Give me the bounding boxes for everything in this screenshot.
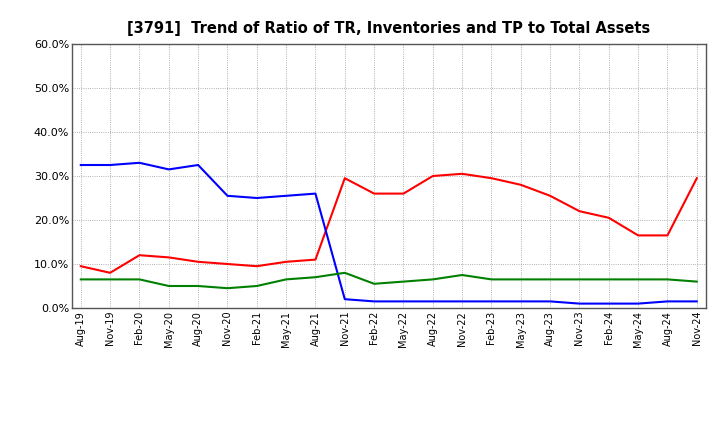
- Trade Payables: [311, 275, 320, 280]
- Trade Receivables: [135, 253, 144, 258]
- Inventories: [341, 297, 349, 302]
- Trade Receivables: [605, 215, 613, 220]
- Inventories: [399, 299, 408, 304]
- Inventories: [194, 162, 202, 168]
- Trade Payables: [605, 277, 613, 282]
- Trade Payables: [458, 272, 467, 278]
- Trade Receivables: [546, 193, 554, 198]
- Inventories: [282, 193, 290, 198]
- Trade Receivables: [634, 233, 642, 238]
- Trade Receivables: [663, 233, 672, 238]
- Trade Receivables: [106, 270, 114, 275]
- Trade Payables: [634, 277, 642, 282]
- Trade Payables: [693, 279, 701, 284]
- Line: Trade Payables: Trade Payables: [81, 273, 697, 288]
- Trade Receivables: [194, 259, 202, 264]
- Inventories: [253, 195, 261, 201]
- Inventories: [223, 193, 232, 198]
- Line: Inventories: Inventories: [81, 163, 697, 304]
- Trade Receivables: [282, 259, 290, 264]
- Trade Payables: [516, 277, 525, 282]
- Trade Payables: [106, 277, 114, 282]
- Inventories: [106, 162, 114, 168]
- Trade Payables: [76, 277, 85, 282]
- Trade Receivables: [399, 191, 408, 196]
- Inventories: [693, 299, 701, 304]
- Trade Receivables: [693, 176, 701, 181]
- Trade Payables: [546, 277, 554, 282]
- Inventories: [76, 162, 85, 168]
- Trade Receivables: [341, 176, 349, 181]
- Trade Receivables: [76, 264, 85, 269]
- Trade Receivables: [253, 264, 261, 269]
- Trade Payables: [663, 277, 672, 282]
- Inventories: [575, 301, 584, 306]
- Trade Receivables: [516, 182, 525, 187]
- Trade Payables: [487, 277, 496, 282]
- Inventories: [605, 301, 613, 306]
- Inventories: [663, 299, 672, 304]
- Trade Payables: [428, 277, 437, 282]
- Inventories: [164, 167, 173, 172]
- Trade Receivables: [164, 255, 173, 260]
- Inventories: [546, 299, 554, 304]
- Inventories: [487, 299, 496, 304]
- Trade Payables: [194, 283, 202, 289]
- Trade Payables: [575, 277, 584, 282]
- Trade Receivables: [487, 176, 496, 181]
- Trade Payables: [253, 283, 261, 289]
- Inventories: [135, 160, 144, 165]
- Trade Payables: [135, 277, 144, 282]
- Title: [3791]  Trend of Ratio of TR, Inventories and TP to Total Assets: [3791] Trend of Ratio of TR, Inventories…: [127, 21, 650, 36]
- Trade Payables: [164, 283, 173, 289]
- Trade Receivables: [428, 173, 437, 179]
- Trade Payables: [223, 286, 232, 291]
- Inventories: [370, 299, 379, 304]
- Trade Receivables: [575, 209, 584, 214]
- Inventories: [428, 299, 437, 304]
- Inventories: [634, 301, 642, 306]
- Inventories: [311, 191, 320, 196]
- Trade Payables: [399, 279, 408, 284]
- Trade Receivables: [370, 191, 379, 196]
- Trade Receivables: [311, 257, 320, 262]
- Trade Receivables: [223, 261, 232, 267]
- Trade Receivables: [458, 171, 467, 176]
- Trade Payables: [370, 281, 379, 286]
- Trade Payables: [282, 277, 290, 282]
- Trade Payables: [341, 270, 349, 275]
- Inventories: [458, 299, 467, 304]
- Line: Trade Receivables: Trade Receivables: [81, 174, 697, 273]
- Inventories: [516, 299, 525, 304]
